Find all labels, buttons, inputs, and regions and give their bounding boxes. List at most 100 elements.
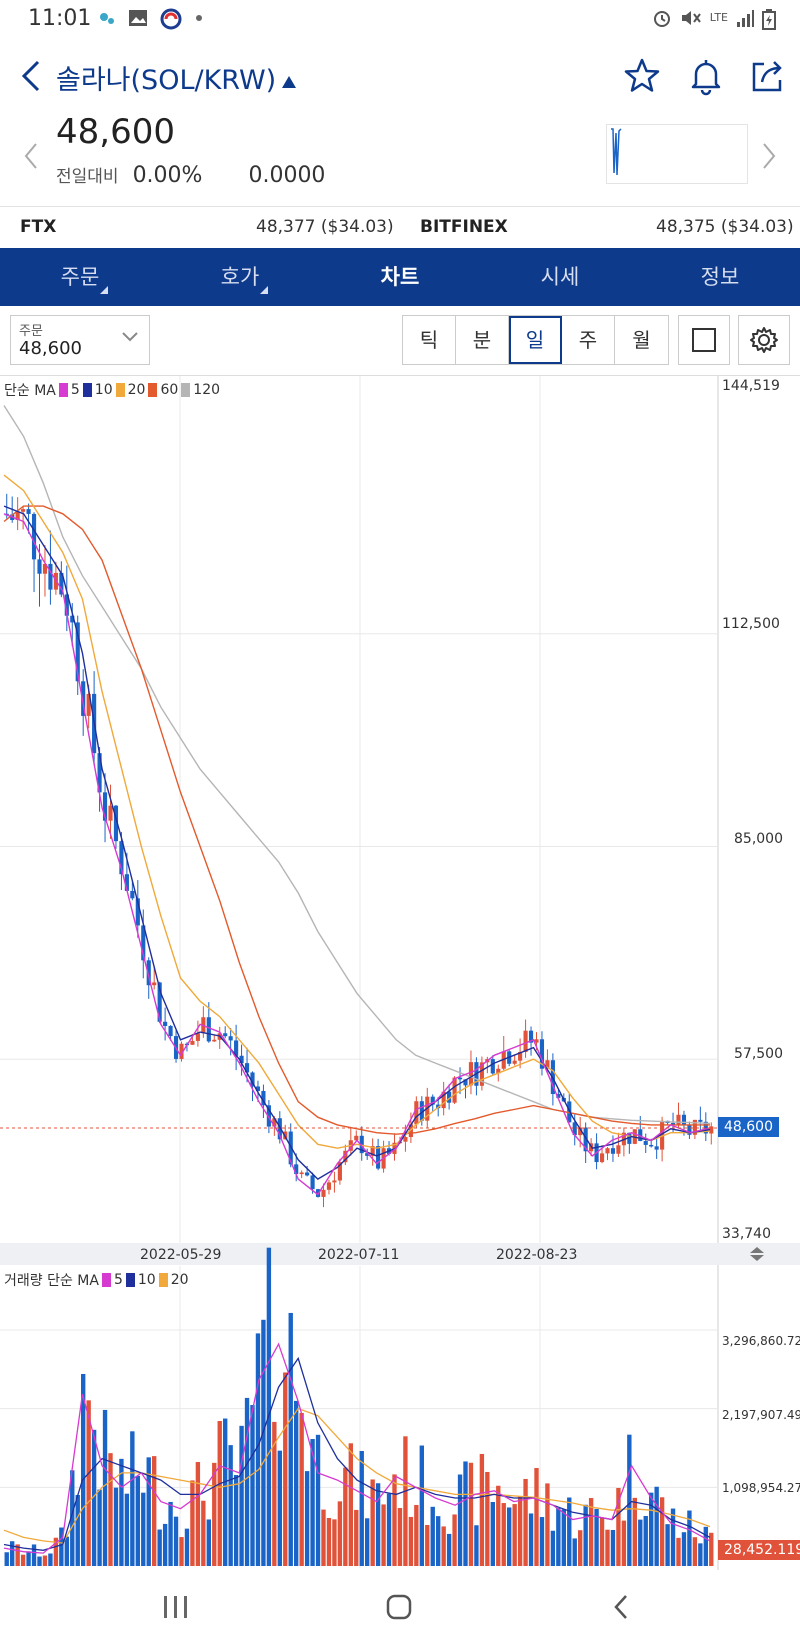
volume-bar bbox=[425, 1525, 430, 1566]
candle-body bbox=[436, 1104, 441, 1109]
chevron-right-icon bbox=[763, 143, 776, 169]
volume-bar bbox=[304, 1471, 310, 1566]
date-tick: 2022-08-23 bbox=[496, 1247, 578, 1263]
tab-info[interactable]: 정보 bbox=[640, 248, 800, 306]
volume-bar bbox=[550, 1530, 556, 1566]
ma20-label: 20 bbox=[127, 382, 146, 398]
volume-bar bbox=[479, 1453, 485, 1566]
volume-bar bbox=[703, 1526, 708, 1566]
volume-bar bbox=[310, 1439, 315, 1566]
chart-toolbar: 주문 48,600 틱 분 일 주 월 bbox=[0, 306, 800, 376]
volume-bar bbox=[294, 1400, 299, 1566]
candle-body bbox=[681, 1114, 687, 1125]
period-minute-button[interactable]: 분 bbox=[456, 316, 509, 364]
volume-bar bbox=[119, 1458, 124, 1566]
volume-bar bbox=[108, 1453, 113, 1566]
exchange-value-bitfinex: 48,375 ($34.03) bbox=[656, 217, 794, 237]
volume-bar bbox=[386, 1493, 392, 1566]
share-button[interactable] bbox=[746, 54, 790, 98]
date-tick: 2022-07-11 bbox=[318, 1247, 400, 1263]
back-nav-button[interactable] bbox=[600, 1586, 644, 1630]
signal-icon bbox=[736, 8, 754, 35]
candle-body bbox=[643, 1141, 648, 1145]
volume-bar bbox=[75, 1494, 80, 1566]
volume-bar bbox=[414, 1504, 419, 1566]
candle-body bbox=[157, 982, 162, 1022]
volume-bar bbox=[266, 1247, 272, 1566]
volume-bar bbox=[392, 1474, 397, 1566]
volume-bar bbox=[20, 1554, 26, 1566]
candle-body bbox=[692, 1119, 697, 1135]
order-price-dropdown[interactable]: 주문 48,600 bbox=[10, 315, 150, 365]
volume-bar bbox=[381, 1504, 386, 1566]
period-day-button[interactable]: 일 bbox=[509, 316, 562, 364]
candle-body bbox=[113, 805, 119, 842]
candle-body bbox=[277, 1118, 282, 1140]
next-coin-button[interactable] bbox=[758, 138, 780, 174]
tab-market[interactable]: 시세 bbox=[480, 248, 640, 306]
candle-body bbox=[556, 1094, 561, 1098]
volume-bar bbox=[512, 1504, 517, 1566]
volume-bar bbox=[244, 1397, 250, 1566]
volume-ytick: 3,296,860.722 bbox=[722, 1334, 800, 1348]
candle-body bbox=[75, 622, 80, 682]
volume-bar bbox=[272, 1421, 277, 1566]
volume-bar bbox=[64, 1536, 69, 1566]
candle-body bbox=[698, 1119, 703, 1122]
candle-body bbox=[518, 1051, 523, 1061]
volume-bar bbox=[86, 1400, 91, 1566]
tab-order[interactable]: 주문 bbox=[0, 248, 160, 306]
candle-body bbox=[610, 1148, 616, 1154]
tab-chart[interactable]: 차트 bbox=[320, 248, 480, 306]
candle-body bbox=[457, 1077, 463, 1080]
order-price-value: 48,600 bbox=[19, 338, 82, 359]
volume-bar bbox=[496, 1485, 501, 1566]
candle-body bbox=[452, 1077, 457, 1103]
mini-chart[interactable] bbox=[606, 124, 748, 184]
home-button[interactable] bbox=[378, 1586, 422, 1630]
volume-bar bbox=[42, 1555, 48, 1566]
ma10-label: 10 bbox=[94, 382, 113, 398]
back-arrow-icon bbox=[21, 60, 40, 92]
candle-body bbox=[135, 898, 140, 926]
price-panel-bg bbox=[0, 376, 800, 1246]
resize-handle[interactable] bbox=[748, 1246, 766, 1266]
period-month-button[interactable]: 월 bbox=[632, 328, 651, 352]
volume-bar bbox=[173, 1516, 179, 1566]
chart-area[interactable]: 단순 MA 5 10 20 60 120 144,519 112,500 85,… bbox=[0, 376, 800, 1570]
prev-coin-button[interactable] bbox=[20, 138, 42, 174]
tab-orderbook[interactable]: 호가 bbox=[160, 248, 320, 306]
candle-body bbox=[430, 1096, 435, 1105]
date-tick: 2022-05-29 bbox=[140, 1247, 222, 1263]
candle-body bbox=[534, 1039, 539, 1043]
back-button[interactable] bbox=[14, 56, 50, 96]
settings-button[interactable] bbox=[738, 315, 790, 365]
period-tick-button[interactable]: 틱 bbox=[403, 316, 456, 364]
candle-body bbox=[70, 615, 75, 623]
candle-body bbox=[670, 1123, 676, 1126]
candle-body bbox=[234, 1040, 239, 1056]
volume-bar bbox=[567, 1497, 572, 1566]
main-tabs: 주문 호가 차트 시세 정보 bbox=[0, 248, 800, 306]
volume-bar bbox=[654, 1486, 659, 1566]
coin-selector[interactable]: 솔라나(SOL/KRW) bbox=[56, 58, 297, 97]
candle-body bbox=[403, 1137, 408, 1142]
candle-body bbox=[447, 1091, 452, 1103]
alert-button[interactable] bbox=[684, 54, 728, 98]
volume-bar bbox=[665, 1524, 670, 1566]
volume-bar bbox=[463, 1461, 468, 1566]
fullscreen-button[interactable] bbox=[678, 315, 730, 365]
period-week-button[interactable]: 주 bbox=[562, 316, 615, 364]
volume-bar bbox=[288, 1312, 293, 1566]
recent-apps-button[interactable] bbox=[154, 1586, 198, 1630]
volume-bar bbox=[605, 1529, 610, 1566]
exchange-value-ftx: 48,377 ($34.03) bbox=[256, 217, 394, 237]
candle-body bbox=[539, 1039, 545, 1069]
volume-bar bbox=[507, 1507, 512, 1566]
bluetooth-icon bbox=[98, 8, 116, 35]
alarm-icon bbox=[652, 8, 672, 35]
candle-body bbox=[545, 1060, 550, 1069]
favorite-button[interactable] bbox=[620, 54, 664, 98]
candle-body bbox=[48, 563, 53, 590]
system-nav-bar bbox=[0, 1570, 800, 1644]
